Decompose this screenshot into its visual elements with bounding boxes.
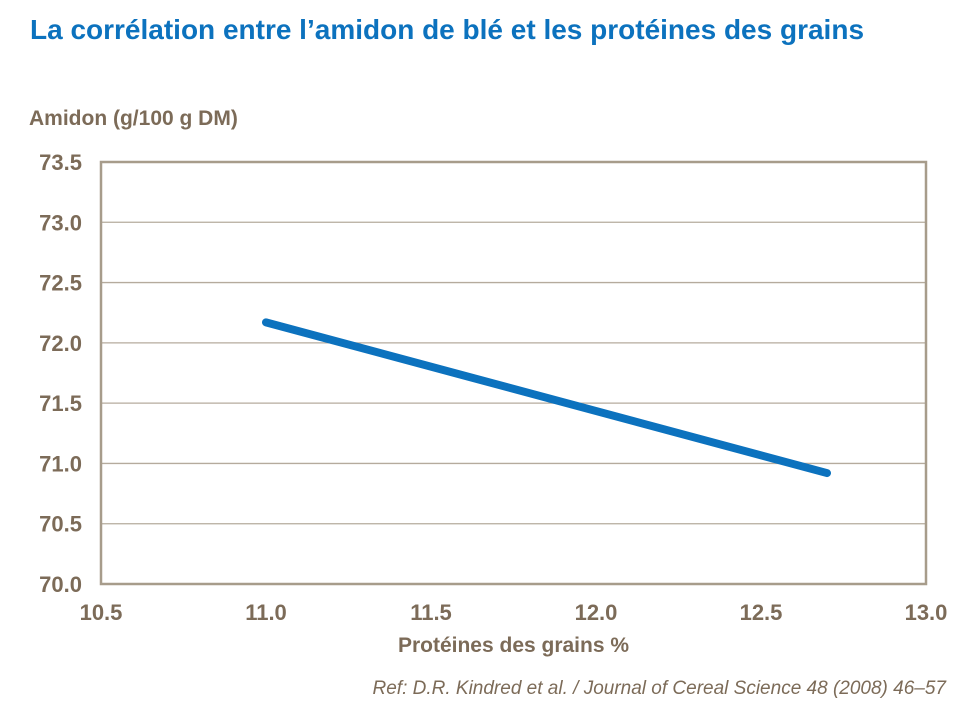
x-tick-label: 11.0 xyxy=(245,600,287,625)
x-tick-label: 11.5 xyxy=(410,600,452,625)
plot-frame xyxy=(99,160,928,586)
y-tick-label: 71.5 xyxy=(39,391,82,416)
y-tick-label: 73.0 xyxy=(39,210,82,235)
x-tick-label: 10.5 xyxy=(80,600,123,625)
y-tick-label: 73.5 xyxy=(39,150,82,175)
data-line xyxy=(262,318,831,478)
y-tick-label: 70.5 xyxy=(39,512,82,537)
x-tick-label: 13.0 xyxy=(905,600,948,625)
y-tick-label: 70.0 xyxy=(39,572,82,597)
x-tick-label: 12.0 xyxy=(575,600,618,625)
reference-citation: Ref: D.R. Kindred et al. / Journal of Ce… xyxy=(372,678,947,699)
y-tick-label: 72.0 xyxy=(39,331,82,356)
y-tick-label: 71.0 xyxy=(39,451,82,476)
y-axis-title: Amidon (g/100 g DM) xyxy=(29,107,238,130)
x-axis-title: Protéines des grains % xyxy=(397,634,630,657)
slide-title: La corrélation entre l’amidon de blé et … xyxy=(30,14,865,45)
x-tick-label: 12.5 xyxy=(740,600,783,625)
y-tick-label: 72.5 xyxy=(39,271,82,296)
